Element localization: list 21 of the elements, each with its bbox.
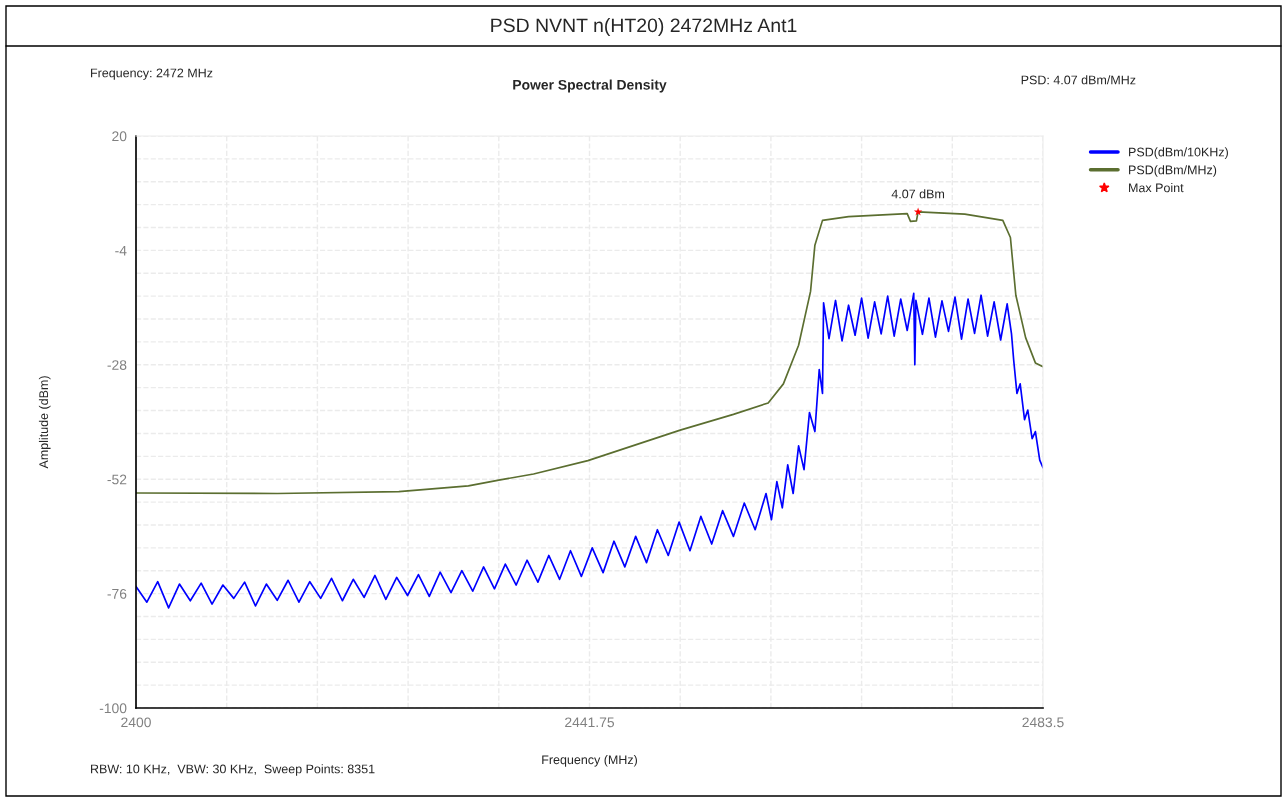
x-axis-title: Frequency (MHz) bbox=[542, 754, 637, 767]
y-tick-label: -76 bbox=[107, 588, 127, 599]
chart-title: PSD NVNT n(HT20) 2472MHz Ant1 bbox=[491, 17, 797, 37]
legend-label: PSD(dBm/MHz) bbox=[1129, 165, 1217, 177]
y-axis-title: Amplitude (dBm) bbox=[38, 376, 51, 469]
text: RBW: 10 KHz, VBW: 30 KHz, Sweep Points: 8351 bbox=[91, 764, 375, 776]
y-tick-label: -28 bbox=[107, 360, 127, 370]
legend-label: PSD(dBm/10KHz) bbox=[1129, 147, 1228, 159]
y-tick-label: 20 bbox=[112, 131, 127, 142]
annotation: 4.07 dBm bbox=[891, 189, 945, 199]
line-series bbox=[136, 292, 1043, 609]
x-tick-label: 2441.75 bbox=[565, 717, 615, 728]
text: Frequency: 2472 MHz bbox=[91, 68, 213, 80]
chart-subtitle: Power Spectral Density bbox=[513, 79, 667, 93]
y-tick-label: -100 bbox=[99, 703, 127, 714]
x-tick-label: 2400 bbox=[121, 717, 151, 728]
text: PSD: 4.07 dBm/MHz bbox=[1021, 75, 1136, 85]
y-tick-label: -52 bbox=[107, 474, 127, 485]
legend-label: Max Point bbox=[1129, 183, 1184, 193]
y-tick-label: -4 bbox=[115, 245, 127, 256]
x-tick-label: 2483.5 bbox=[1022, 717, 1064, 728]
